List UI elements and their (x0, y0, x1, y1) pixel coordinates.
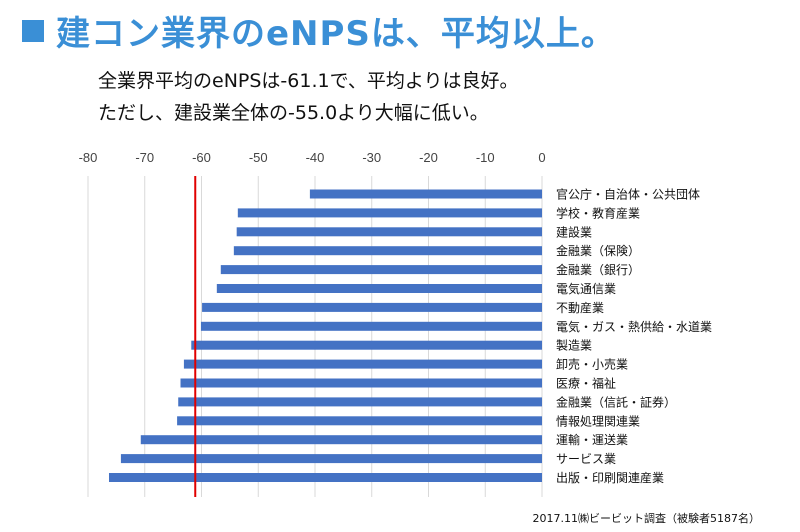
bar (180, 378, 542, 388)
category-label: 医療・福祉 (556, 376, 616, 391)
lead-text-2: ただし、建設業全体の-55.0より大幅に低い。 (98, 102, 489, 124)
category-label: 出版・印刷関連産業 (556, 470, 664, 485)
category-label: 学校・教育産業 (556, 205, 640, 220)
bar (140, 435, 542, 445)
bar (216, 284, 542, 293)
bar (183, 359, 542, 369)
x-tick-label: -20 (419, 150, 438, 165)
bar (177, 416, 542, 426)
bar (120, 454, 542, 464)
x-tick-label: -30 (362, 150, 381, 165)
x-tick-label: -60 (192, 150, 211, 165)
category-label: 運輸・運送業 (556, 432, 628, 447)
title-square-marker-icon (22, 20, 44, 42)
bar (191, 340, 542, 350)
x-tick-label: -50 (249, 150, 268, 165)
category-label: 電気・ガス・熱供給・水道業 (556, 319, 712, 334)
bar (178, 397, 543, 407)
category-label: 官公庁・自治体・公共団体 (556, 187, 700, 202)
category-label: 金融業（銀行） (556, 262, 640, 277)
x-tick-label: 0 (538, 150, 545, 165)
category-label: 情報処理関連業 (556, 414, 640, 428)
page-title-text: 建コン業界のeNPSは、平均以上。 (56, 14, 616, 54)
x-tick-label: -70 (135, 150, 154, 165)
category-label: 不動産業 (556, 300, 604, 315)
x-tick-label: -80 (79, 150, 98, 165)
bar (237, 208, 542, 218)
category-label: 卸売・小売業 (556, 357, 628, 372)
x-tick-label: -10 (476, 150, 495, 165)
bar (202, 302, 542, 312)
category-label: サービス業 (556, 452, 616, 466)
source-note: 2017.11㈱ビービット調査（被験者5187名） (532, 512, 760, 525)
category-label: 製造業 (556, 339, 592, 353)
category-label: 電気通信業 (556, 281, 616, 296)
bar (220, 265, 543, 275)
category-label: 金融業（信託・証券） (556, 394, 676, 409)
bar (108, 473, 542, 482)
bar (309, 189, 542, 199)
category-label: 金融業（保険） (556, 243, 640, 258)
bar (236, 227, 542, 237)
x-tick-label: -40 (306, 150, 325, 165)
page-title: 建コン業界のeNPSは、平均以上。 (22, 6, 616, 55)
category-label: 建設業 (556, 224, 592, 239)
lead-text-1: 全業界平均のeNPSは-61.1で、平均よりは良好。 (98, 70, 519, 92)
bar (200, 321, 542, 331)
bar (233, 246, 542, 256)
